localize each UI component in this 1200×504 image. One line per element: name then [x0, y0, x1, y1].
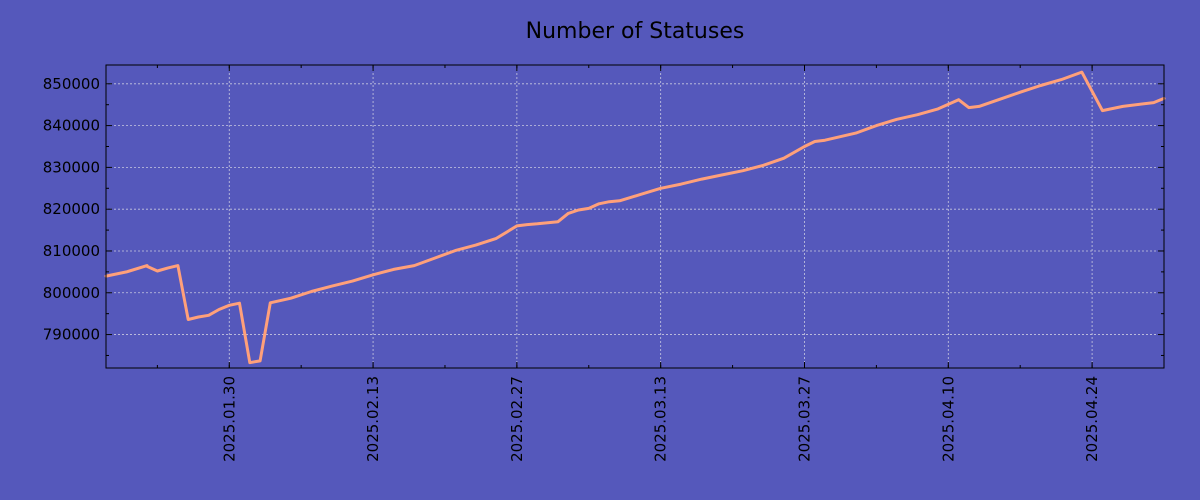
y-tick-label: 810000 [43, 242, 100, 260]
y-tick-label: 790000 [43, 326, 100, 344]
y-tick-label: 820000 [43, 200, 100, 218]
grid-lines [106, 65, 1164, 368]
x-tick-label: 2025.02.13 [364, 376, 382, 462]
y-tick-label: 830000 [43, 158, 100, 176]
x-tick-label: 2025.04.24 [1083, 376, 1101, 462]
plot-frame [105, 64, 1165, 369]
y-tick-label: 850000 [43, 75, 100, 93]
x-tick-label: 2025.03.27 [795, 376, 813, 462]
x-tick-label: 2025.03.13 [652, 376, 670, 462]
axis-ticks: 790000 800000 810000 820000 830000 840000 8500… [43, 65, 1165, 462]
x-tick-label: 2025.02.27 [508, 376, 526, 462]
x-tick-label: 2025.04.10 [939, 376, 957, 462]
y-tick-label: 800000 [43, 284, 100, 302]
series-layer [104, 70, 1166, 365]
chart-title: Number of Statuses [526, 19, 745, 44]
y-tick-label: 840000 [43, 117, 100, 135]
x-tick-label: 2025.01.30 [220, 376, 238, 462]
series-line [104, 70, 1166, 365]
